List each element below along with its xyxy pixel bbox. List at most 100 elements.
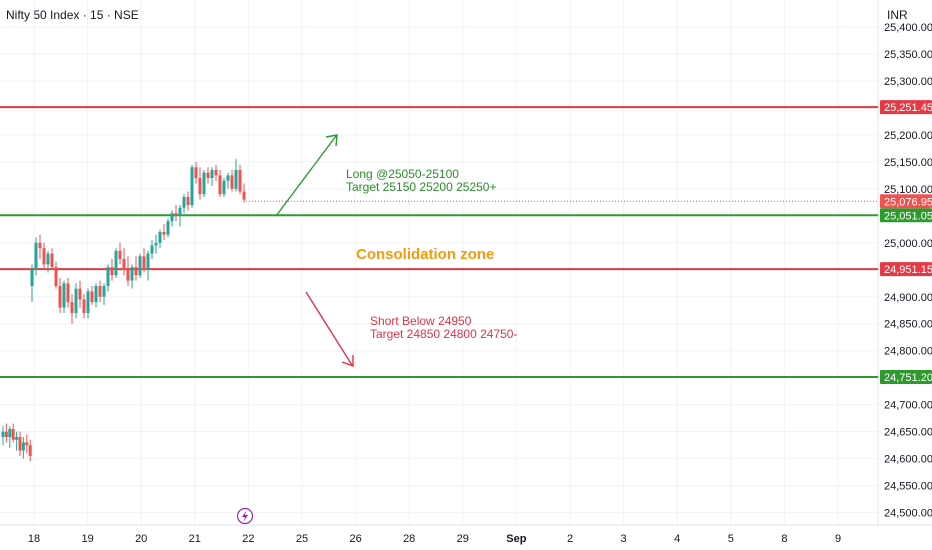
candlesticks[interactable]	[1, 159, 246, 462]
candle[interactable]	[54, 261, 58, 289]
candle[interactable]	[4, 423, 8, 443]
long-annotation-line1[interactable]: Long @25050-25100	[346, 167, 459, 181]
candle[interactable]	[38, 234, 42, 259]
x-tick-label: 28	[403, 533, 415, 545]
x-tick-label: 18	[28, 533, 40, 545]
candle[interactable]	[50, 248, 54, 270]
candle[interactable]	[134, 256, 138, 281]
price-level-tag-label: 24,951.15	[884, 264, 932, 276]
candle[interactable]	[198, 167, 202, 200]
x-tick-label: 19	[81, 533, 93, 545]
candle[interactable]	[158, 229, 162, 249]
candle[interactable]	[34, 237, 38, 276]
currency-label: INR	[887, 8, 908, 22]
candle[interactable]	[130, 264, 134, 289]
candle[interactable]	[118, 242, 122, 265]
candle[interactable]	[11, 423, 15, 443]
symbol-title: Nifty 50 Index · 15 · NSE	[6, 8, 139, 22]
candle[interactable]	[42, 242, 46, 270]
candle[interactable]	[234, 159, 238, 192]
candle[interactable]	[18, 431, 22, 456]
candle[interactable]	[226, 172, 230, 189]
candle[interactable]	[166, 218, 170, 238]
candle[interactable]	[21, 437, 25, 459]
candle[interactable]	[190, 164, 194, 208]
long-arrow[interactable]	[275, 134, 338, 217]
time-axis[interactable]: 18 19 20 21 22 25 26 28 29 Sep 2 3 4 5 8 9	[28, 533, 841, 545]
long-annotation-line2[interactable]: Target 25150 25200 25250+	[346, 180, 496, 194]
candle[interactable]	[178, 205, 182, 227]
x-tick-label: 20	[135, 533, 147, 545]
candle[interactable]	[182, 194, 186, 214]
price-level-tag	[880, 370, 932, 385]
short-annotation-line2[interactable]: Target 24850 24800 24750-	[370, 327, 517, 341]
candle[interactable]	[242, 183, 246, 203]
candle[interactable]	[90, 285, 94, 305]
candle[interactable]	[210, 167, 214, 187]
x-tick-label: 26	[349, 533, 361, 545]
last-price-tag-label: 25,076.95	[884, 196, 932, 208]
candle[interactable]	[194, 161, 198, 184]
candle[interactable]	[170, 210, 174, 227]
price-tags: 25,251.45 25,051.05 24,951.15 24,751.20 25,0…	[880, 100, 932, 385]
candle[interactable]	[214, 164, 218, 181]
candle[interactable]	[62, 280, 66, 313]
short-annotation-line1[interactable]: Short Below 24950	[370, 314, 472, 328]
candle[interactable]	[222, 178, 226, 197]
candle[interactable]	[8, 426, 12, 448]
candle[interactable]	[30, 264, 34, 303]
candle[interactable]	[238, 164, 242, 195]
candle[interactable]	[66, 277, 70, 308]
x-tick-label: 25	[296, 533, 308, 545]
candle[interactable]	[218, 169, 222, 197]
candle[interactable]	[86, 288, 90, 319]
price-level-tag-label: 24,751.20	[884, 372, 932, 384]
x-tick-label: 29	[457, 533, 469, 545]
lightning-icon[interactable]	[236, 507, 254, 525]
y-tick-label: 25,150.00	[884, 157, 932, 169]
candle[interactable]	[110, 258, 114, 281]
candle[interactable]	[102, 283, 106, 305]
candle[interactable]	[126, 256, 130, 286]
candle[interactable]	[114, 248, 118, 278]
candle[interactable]	[78, 280, 82, 308]
candle[interactable]	[46, 250, 50, 273]
candle[interactable]	[58, 277, 62, 313]
candle[interactable]	[142, 248, 146, 273]
y-tick-label: 25,300.00	[884, 76, 932, 88]
candle[interactable]	[82, 294, 86, 319]
x-tick-label: 22	[242, 533, 254, 545]
candle[interactable]	[206, 167, 210, 184]
candle[interactable]	[122, 248, 126, 276]
candle[interactable]	[1, 426, 5, 446]
candle[interactable]	[70, 294, 74, 324]
candle[interactable]	[94, 283, 98, 308]
candle[interactable]	[25, 434, 29, 454]
candle[interactable]	[28, 439, 32, 462]
candle[interactable]	[106, 264, 110, 292]
y-tick-label: 24,600.00	[884, 454, 932, 466]
candle[interactable]	[74, 283, 78, 319]
price-level-tag	[880, 208, 932, 223]
candle[interactable]	[150, 240, 154, 259]
y-tick-label: 24,900.00	[884, 292, 932, 304]
x-tick-label: Sep	[506, 533, 526, 545]
consolidation-zone-label[interactable]: Consolidation zone	[356, 246, 494, 263]
y-tick-label: 25,200.00	[884, 130, 932, 142]
candle[interactable]	[138, 253, 142, 278]
candle[interactable]	[15, 431, 19, 451]
y-tick-label: 24,800.00	[884, 346, 932, 358]
candle[interactable]	[186, 191, 190, 211]
candle[interactable]	[230, 169, 234, 192]
short-arrow[interactable]	[305, 291, 354, 367]
candle[interactable]	[202, 169, 206, 197]
candle[interactable]	[174, 205, 178, 222]
candle[interactable]	[146, 250, 150, 281]
horizontal-levels[interactable]	[0, 106, 878, 379]
y-tick-label: 25,000.00	[884, 238, 932, 250]
candle[interactable]	[98, 280, 102, 303]
candle[interactable]	[154, 234, 158, 254]
price-level-tag	[880, 262, 932, 277]
candle[interactable]	[162, 223, 166, 241]
